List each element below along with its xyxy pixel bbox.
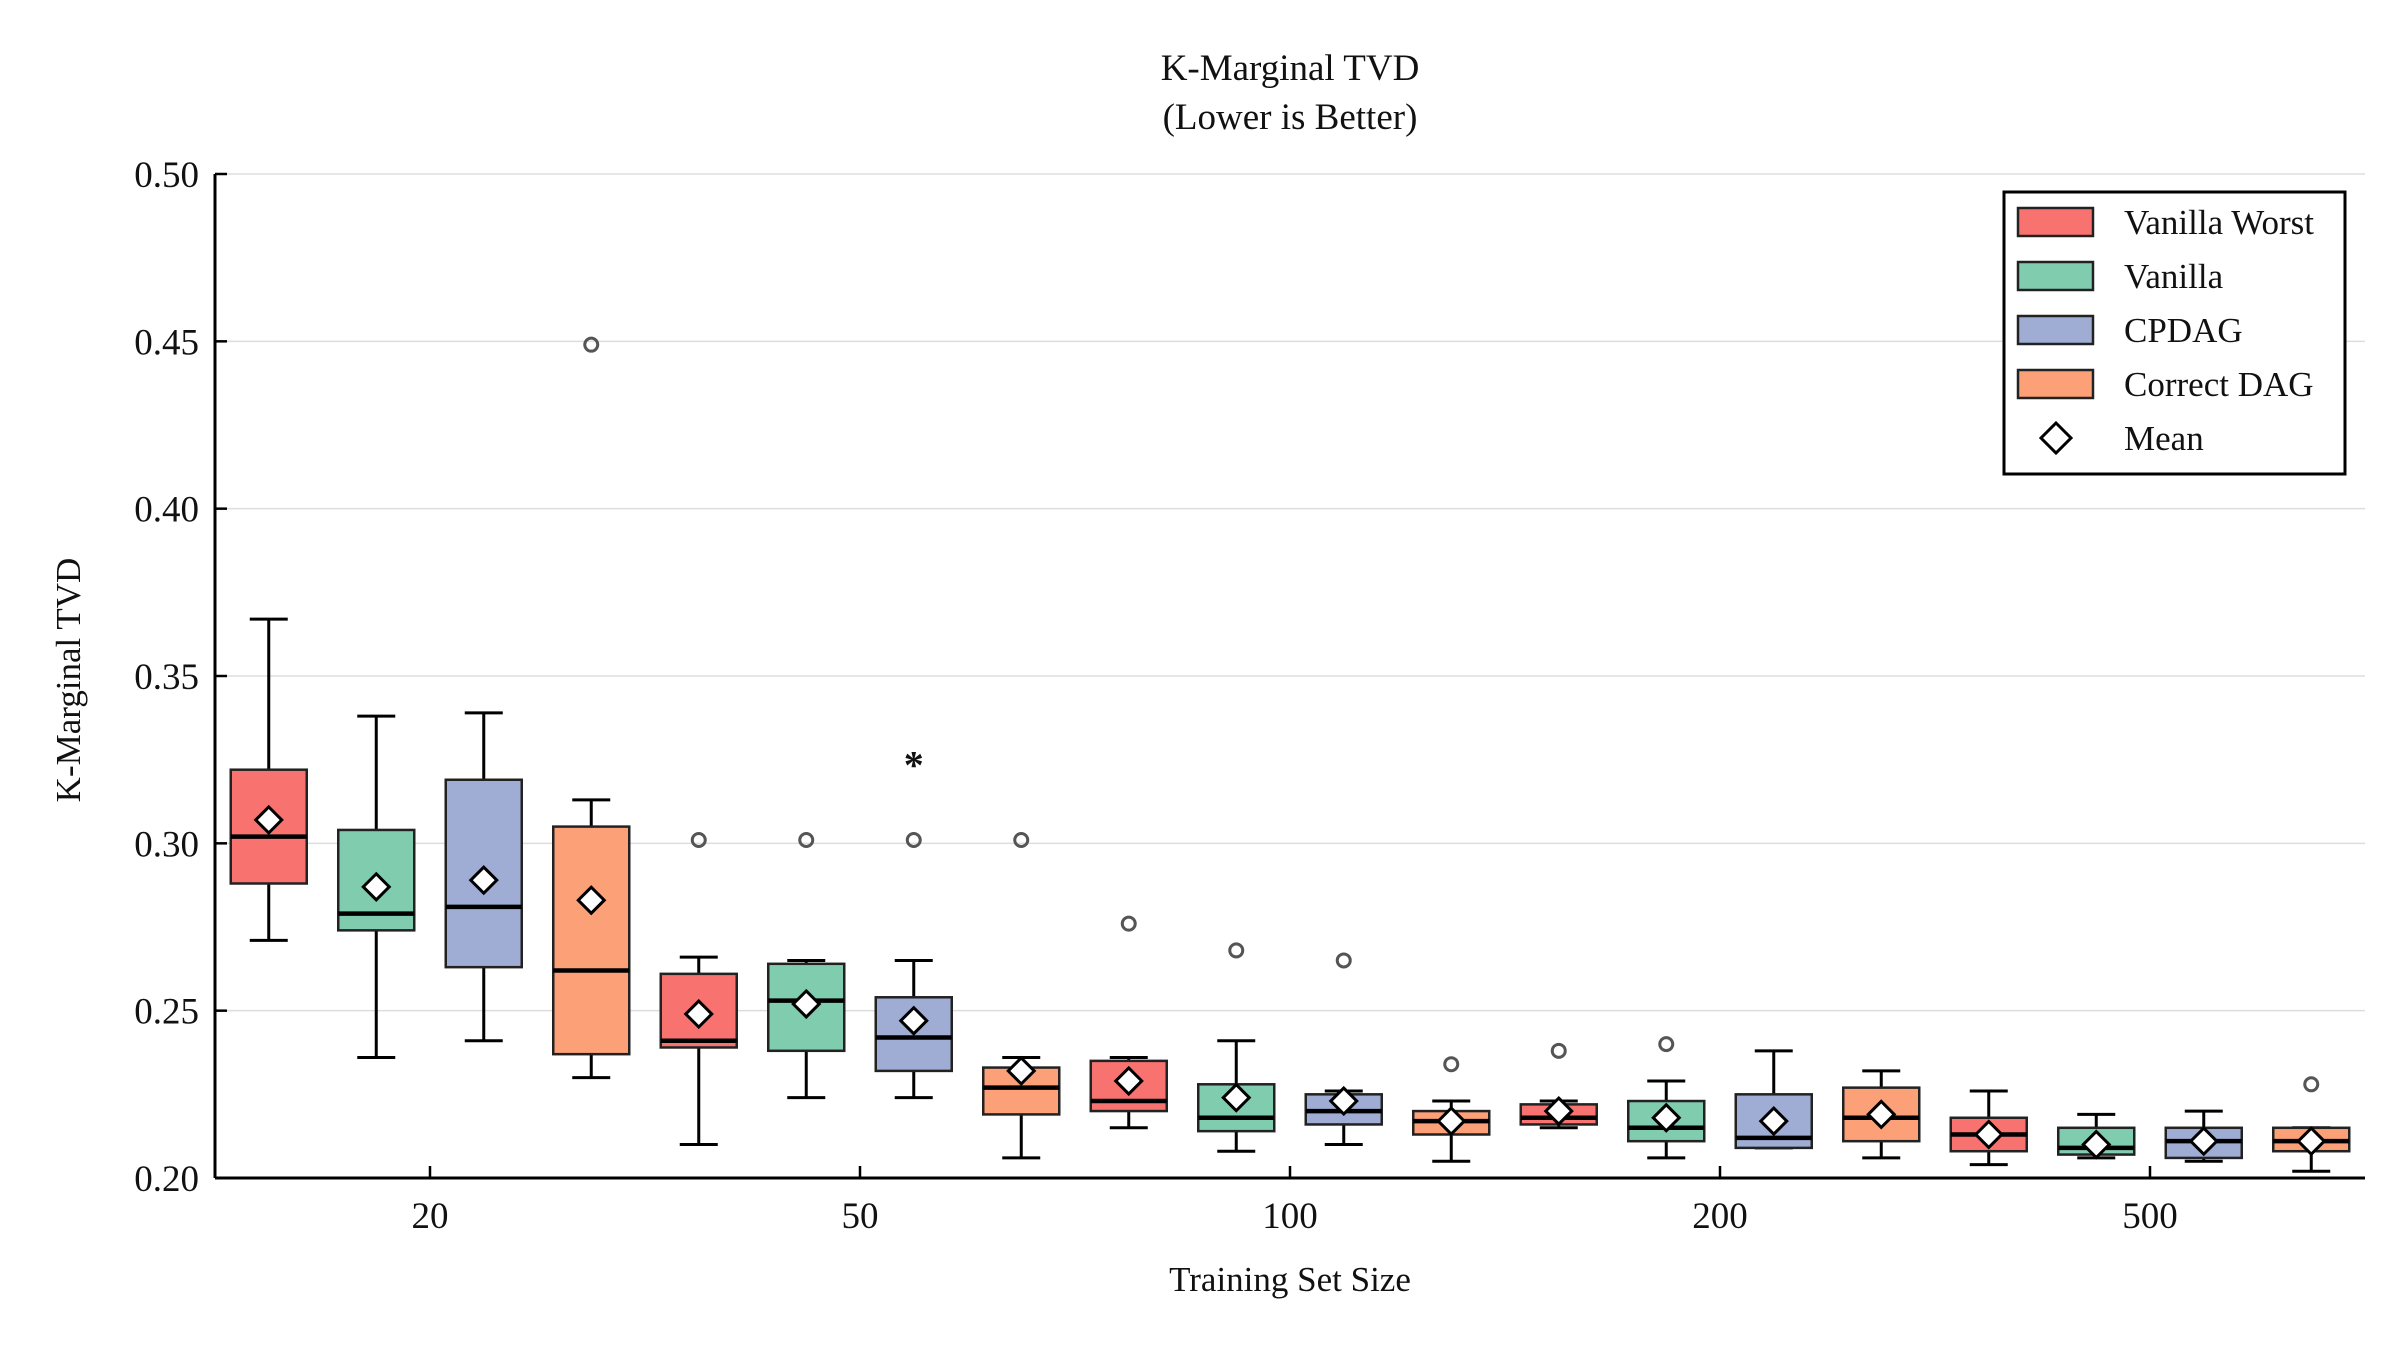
mean-marker [468,865,499,896]
y-tick-label: 0.30 [134,824,199,865]
mean-marker [1113,1065,1144,1097]
mean-marker [683,998,714,1030]
box-correct-dag-50 [982,831,1061,1160]
outlier-point [583,336,600,353]
legend-label: Vanilla Worst [2124,203,2314,242]
x-tick-label: 20 [412,1196,449,1237]
legend-swatch [2016,314,2095,346]
box-correct-dag-100 [1412,1056,1491,1163]
mean-marker [361,871,392,902]
y-tick-label: 0.50 [134,155,199,196]
mean-marker [898,1005,929,1036]
box-cpdag-20 [444,711,523,1043]
mean-marker [1221,1082,1252,1113]
legend-label: Vanilla [2124,257,2224,296]
mean-marker [1328,1085,1359,1117]
legend: Vanilla Worst Vanilla CPDAG Correct DAG Mean [2002,190,2347,476]
box-vanilla-20 [337,714,416,1060]
axes: 0.20 0.25 0.30 0.35 0.40 0.45 0.50 20 50 100 200 50… [134,155,2365,1237]
mean-marker [1006,1055,1037,1087]
mean-marker [1543,1095,1574,1127]
legend-mean-marker [2038,420,2074,456]
y-tick-label: 0.20 [134,1159,199,1200]
legend-swatch [2016,260,2095,292]
chart-subtitle: (Lower is Better) [1163,97,1418,138]
outlier-point [1443,1056,1460,1073]
y-tick-label: 0.25 [134,992,199,1033]
outlier-point [1550,1042,1567,1059]
box-vanilla-worst-50 [659,831,738,1147]
chart-title: K-Marginal TVD [1161,48,1420,89]
mean-marker [576,885,607,916]
box-correct-dag-200 [1842,1069,1921,1160]
box-body [444,778,523,969]
x-axis-label: Training Set Size [1169,1260,1411,1299]
box-vanilla-200 [1627,1036,1706,1160]
outlier-point [690,831,707,848]
x-tick-label: 50 [842,1196,879,1237]
outlier-point [905,831,922,848]
box-correct-dag-500 [2272,1076,2351,1173]
y-tick-label: 0.40 [134,490,199,531]
legend-label: CPDAG [2124,311,2243,350]
box-vanilla-worst-200 [1519,1042,1598,1130]
box-vanilla-50 [767,831,846,1100]
outlier-point [798,831,815,848]
legend-swatch [2016,368,2095,400]
legend-label: Mean [2124,419,2204,458]
mean-marker [791,988,822,1020]
mean-marker [2081,1129,2112,1160]
outlier-point [1335,952,1352,969]
extreme-outlier-mark: * [904,742,924,787]
box-cpdag-50: * [874,742,953,1100]
x-tick-label: 200 [1692,1196,1748,1237]
box-cpdag-100 [1304,952,1383,1147]
outlier-point [1228,942,1245,959]
outlier-point [1658,1036,1675,1053]
box-groups: * [229,336,2351,1173]
mean-marker [1436,1105,1467,1137]
box-correct-dag-20 [552,336,631,1080]
box-vanilla-worst-500 [1949,1089,2028,1167]
x-tick-label: 100 [1262,1196,1318,1237]
mean-marker [1866,1099,1897,1130]
y-tick-label: 0.35 [134,657,199,698]
mean-marker [1758,1105,1789,1137]
box-vanilla-worst-100 [1089,915,1168,1130]
legend-swatch [2016,206,2095,238]
box-cpdag-200 [1734,1049,1813,1150]
y-axis-label: K-Marginal TVD [49,558,88,803]
outlier-point [2303,1076,2320,1093]
mean-marker [1973,1119,2004,1150]
box-vanilla-100 [1197,942,1276,1153]
mean-marker [2188,1126,2219,1157]
outlier-point [1120,915,1137,932]
box-vanilla-500 [2057,1112,2136,1160]
legend-label: Correct DAG [2124,365,2314,404]
box-cpdag-500 [2164,1109,2243,1163]
box-body [552,825,631,1056]
box-vanilla-worst-20 [229,617,308,942]
y-tick-label: 0.45 [134,322,199,363]
mean-marker [1651,1102,1682,1133]
mean-marker [253,804,284,836]
x-tick-label: 500 [2122,1196,2178,1237]
mean-marker [2296,1126,2327,1157]
outlier-point [1013,831,1030,848]
